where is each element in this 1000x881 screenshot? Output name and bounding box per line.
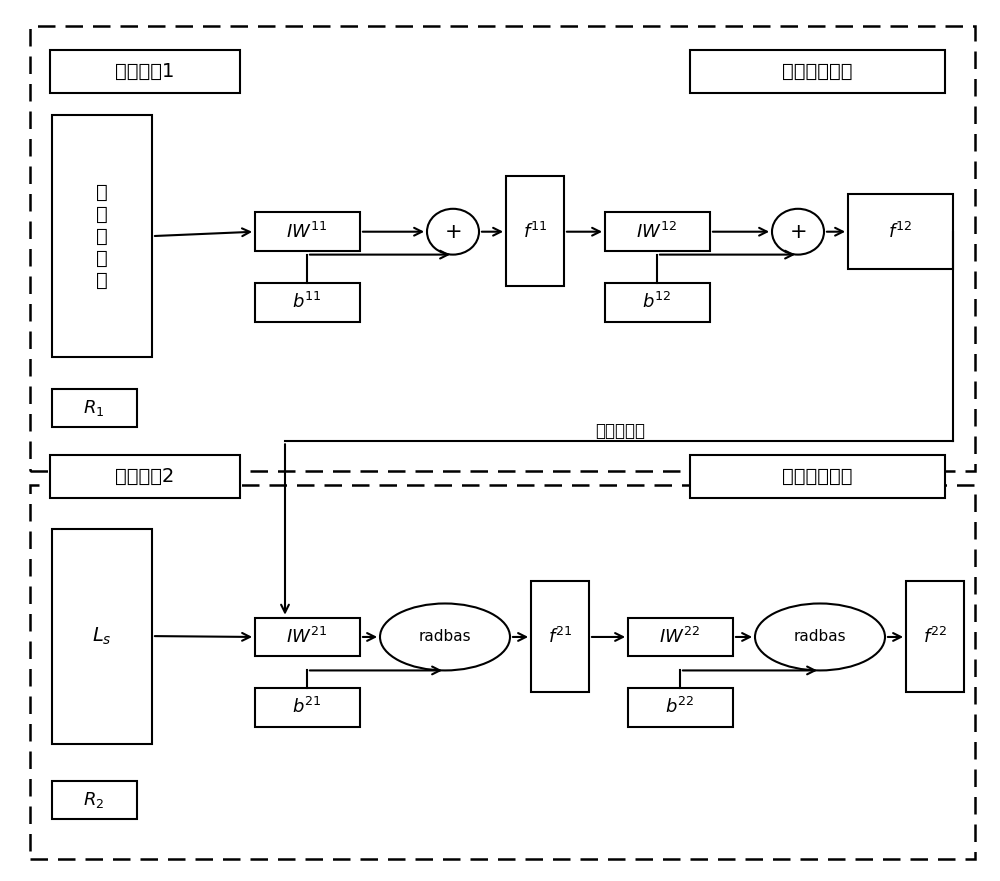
FancyBboxPatch shape [690, 50, 945, 93]
FancyBboxPatch shape [52, 389, 137, 427]
Text: $IW^{12}$: $IW^{12}$ [636, 222, 678, 241]
Text: $IW^{22}$: $IW^{22}$ [659, 627, 701, 647]
Text: $IW^{11}$: $IW^{11}$ [286, 222, 328, 241]
Text: $b^{12}$: $b^{12}$ [642, 292, 672, 312]
Text: $+$: $+$ [789, 222, 807, 241]
Ellipse shape [755, 603, 885, 670]
Text: $b^{11}$: $b^{11}$ [292, 292, 322, 312]
Text: 输入向量2: 输入向量2 [115, 467, 175, 486]
Text: $+$: $+$ [444, 222, 462, 241]
Text: $b^{21}$: $b^{21}$ [292, 698, 322, 717]
FancyBboxPatch shape [255, 618, 360, 656]
FancyBboxPatch shape [605, 212, 710, 251]
Ellipse shape [380, 603, 510, 670]
FancyBboxPatch shape [605, 283, 710, 322]
Text: $b^{22}$: $b^{22}$ [665, 698, 695, 717]
Circle shape [427, 209, 479, 255]
FancyBboxPatch shape [506, 176, 564, 286]
Circle shape [772, 209, 824, 255]
Text: 光谱重采样: 光谱重采样 [595, 422, 645, 440]
Text: radbas: radbas [419, 629, 471, 645]
Text: $L_s$: $L_s$ [92, 626, 112, 647]
Text: $IW^{21}$: $IW^{21}$ [286, 627, 328, 647]
FancyBboxPatch shape [628, 618, 733, 656]
Text: 第一网络模型: 第一网络模型 [782, 62, 852, 81]
FancyBboxPatch shape [255, 212, 360, 251]
Text: 大
气
查
找
表: 大 气 查 找 表 [96, 182, 108, 290]
Text: $f^{22}$: $f^{22}$ [923, 627, 947, 647]
FancyBboxPatch shape [255, 688, 360, 727]
FancyBboxPatch shape [50, 50, 240, 93]
FancyBboxPatch shape [50, 455, 240, 498]
FancyBboxPatch shape [628, 688, 733, 727]
FancyBboxPatch shape [52, 781, 137, 819]
Text: 输入向量1: 输入向量1 [115, 62, 175, 81]
Text: radbas: radbas [794, 629, 846, 645]
FancyBboxPatch shape [52, 115, 152, 357]
Text: $f^{12}$: $f^{12}$ [888, 222, 912, 241]
Text: $R_2$: $R_2$ [83, 790, 105, 810]
FancyBboxPatch shape [52, 529, 152, 744]
FancyBboxPatch shape [255, 283, 360, 322]
Text: $f^{21}$: $f^{21}$ [548, 627, 572, 647]
FancyBboxPatch shape [531, 581, 589, 692]
FancyBboxPatch shape [848, 194, 953, 269]
Text: $f^{11}$: $f^{11}$ [523, 222, 547, 241]
Text: $R_1$: $R_1$ [83, 398, 105, 418]
FancyBboxPatch shape [690, 455, 945, 498]
Text: 第二网络模型: 第二网络模型 [782, 467, 852, 486]
FancyBboxPatch shape [906, 581, 964, 692]
